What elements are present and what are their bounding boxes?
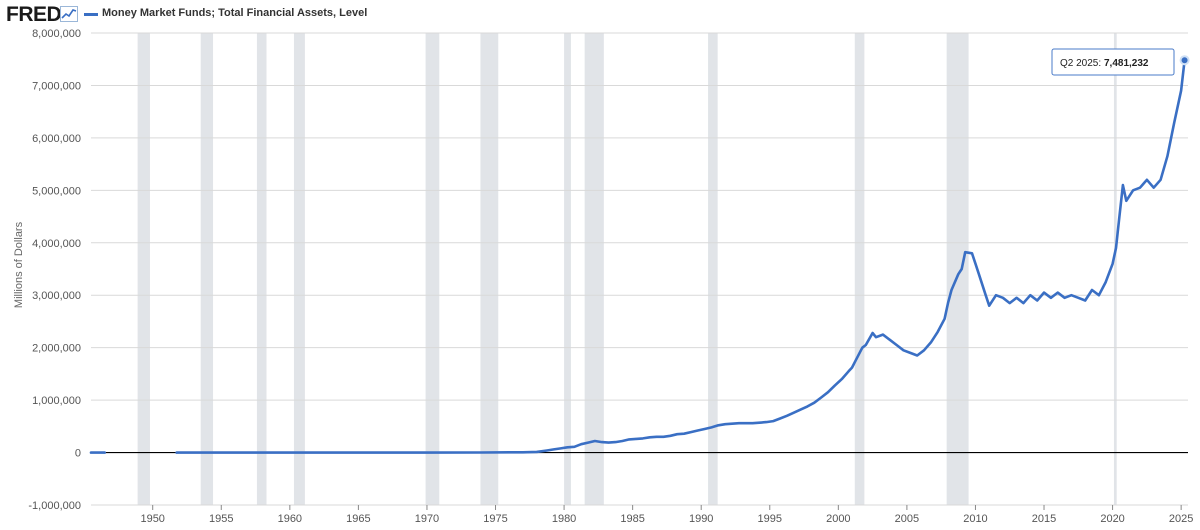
- x-tick-label: 2020: [1100, 513, 1124, 525]
- tooltip-value: 7,481,232: [1104, 58, 1149, 69]
- recession-band: [200, 33, 214, 505]
- series-line-segment: [175, 58, 1186, 454]
- recession-band: [946, 33, 969, 505]
- chart-sparkline-icon: [60, 6, 78, 22]
- y-tick-label: 1,000,000: [32, 395, 81, 407]
- legend-line-swatch: [84, 13, 98, 16]
- gridlines: [91, 32, 1188, 506]
- hover-tooltip: Q2 2025: 7,481,232: [1051, 48, 1175, 76]
- y-tick-label: 7,000,000: [32, 80, 81, 92]
- x-tick-label: 2010: [963, 513, 987, 525]
- fred-logo[interactable]: FRED: [6, 3, 62, 26]
- y-tick-label: 4,000,000: [32, 238, 81, 250]
- recession-band: [564, 33, 571, 505]
- y-tick-label: 8,000,000: [32, 28, 81, 40]
- x-tick-label: 1955: [209, 513, 233, 525]
- x-tick-label: 1995: [758, 513, 782, 525]
- y-tick-label: 5,000,000: [32, 185, 81, 197]
- recession-band: [1113, 33, 1117, 505]
- x-tick-label: 2000: [826, 513, 850, 525]
- x-tick-label: 2005: [895, 513, 919, 525]
- x-tick-label: 1990: [689, 513, 713, 525]
- y-axis-title: Millions of Dollars: [13, 221, 25, 308]
- chart-header: FRED Money Market Funds; Total Financial…: [0, 0, 1200, 30]
- recession-band: [256, 33, 267, 505]
- series-line: [89, 58, 1186, 454]
- recession-band: [584, 33, 604, 505]
- recession-band: [293, 33, 305, 505]
- tooltip-period: Q2 2025:: [1060, 58, 1101, 69]
- x-tick-label: 1970: [415, 513, 439, 525]
- tooltip-box: [1051, 48, 1175, 76]
- x-tick-label: 1965: [346, 513, 370, 525]
- x-tick-label: 1980: [552, 513, 576, 525]
- y-tick-label: 2,000,000: [32, 343, 81, 355]
- legend-series-title: Money Market Funds; Total Financial Asse…: [102, 7, 368, 19]
- y-tick-label: 6,000,000: [32, 133, 81, 145]
- recession-band: [137, 33, 150, 505]
- x-tick-label: 1960: [278, 513, 302, 525]
- x-tick-label: 2025: [1169, 513, 1193, 525]
- y-tick-label: 0: [75, 448, 81, 460]
- y-tick-label: -1,000,000: [28, 500, 81, 512]
- recession-band: [480, 33, 499, 505]
- recession-band: [425, 33, 440, 505]
- x-tick-label: 1975: [483, 513, 507, 525]
- highlighted-data-point[interactable]: [1179, 55, 1190, 66]
- x-tick-label: 1950: [140, 513, 164, 525]
- recession-bands: [137, 33, 1117, 505]
- y-tick-label: 3,000,000: [32, 290, 81, 302]
- x-axis-ticks: 1950 1955 1960 1965 1970 1975 1980 1985 1990 1995…: [140, 505, 1193, 525]
- recession-band: [854, 33, 865, 505]
- y-axis-ticks: -1,000,000 0 1,000,000 2,000,000 3,000,000 4,…: [28, 28, 81, 512]
- x-tick-label: 1985: [620, 513, 644, 525]
- recession-band: [708, 33, 718, 505]
- x-tick-label: 2015: [1032, 513, 1056, 525]
